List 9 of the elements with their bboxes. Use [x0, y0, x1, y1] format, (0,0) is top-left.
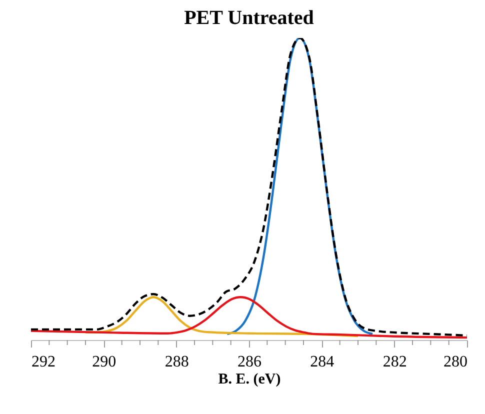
x-tick-label: 282	[382, 354, 407, 370]
x-axis-title: B. E. (eV)	[218, 372, 281, 388]
x-tick-label: 290	[92, 354, 116, 370]
x-tick-label: 284	[310, 354, 334, 370]
x-tick-label: 288	[164, 354, 189, 370]
x-tick-label: 286	[238, 354, 262, 370]
x-tick-label: 280	[444, 354, 468, 370]
chart-title: PET Untreated	[184, 7, 314, 29]
x-tick-label: 292	[32, 354, 56, 370]
